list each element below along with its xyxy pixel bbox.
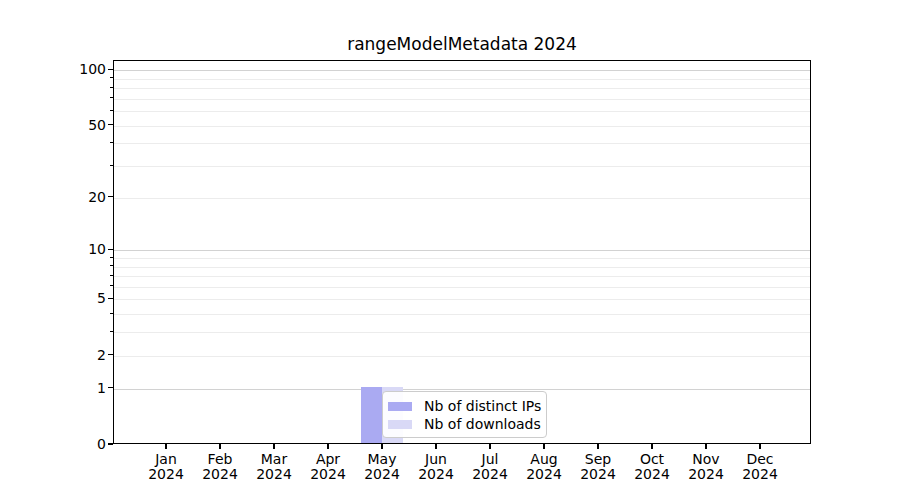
y-axis-tick bbox=[108, 124, 113, 125]
y-tick-label: 20 bbox=[0, 188, 106, 206]
x-tick-label: Jan2024 bbox=[136, 452, 196, 482]
y-axis-minor-tick bbox=[110, 97, 113, 98]
legend-swatch-downloads bbox=[388, 420, 412, 429]
x-axis-tick bbox=[273, 444, 274, 449]
y-gridline-minor bbox=[114, 299, 810, 300]
chart-title: rangeModelMetadata 2024 bbox=[113, 34, 811, 56]
y-tick-label: 1 bbox=[0, 379, 106, 397]
y-tick-label: 2 bbox=[0, 346, 106, 364]
legend-label-downloads: Nb of downloads bbox=[424, 416, 541, 432]
y-gridline-minor bbox=[114, 99, 810, 100]
y-gridline-minor bbox=[114, 287, 810, 288]
x-axis-tick bbox=[759, 444, 760, 449]
y-axis-minor-tick bbox=[110, 313, 113, 314]
bar-may-distinct-ips bbox=[361, 387, 382, 443]
x-axis-tick bbox=[489, 444, 490, 449]
x-tick-label: Aug2024 bbox=[514, 452, 574, 482]
x-tick-label: Jun2024 bbox=[406, 452, 466, 482]
y-gridline-major bbox=[114, 389, 810, 390]
legend-label-distinct-ips: Nb of distinct IPs bbox=[424, 398, 541, 414]
y-tick-label: 10 bbox=[0, 240, 106, 258]
y-axis-tick bbox=[108, 298, 113, 299]
y-gridline-minor bbox=[114, 267, 810, 268]
y-gridline-minor bbox=[114, 314, 810, 315]
y-axis-minor-tick bbox=[110, 275, 113, 276]
x-tick-label: Dec2024 bbox=[730, 452, 790, 482]
y-tick-label: 50 bbox=[0, 116, 106, 134]
y-gridline-minor bbox=[114, 143, 810, 144]
x-tick-label: Nov2024 bbox=[676, 452, 736, 482]
y-axis-tick bbox=[108, 354, 113, 355]
y-gridline-minor bbox=[114, 356, 810, 357]
y-gridline-minor bbox=[114, 88, 810, 89]
plot-area bbox=[113, 60, 811, 444]
x-tick-label: Mar2024 bbox=[244, 452, 304, 482]
x-axis-tick bbox=[381, 444, 382, 449]
legend-swatch-distinct-ips bbox=[388, 402, 412, 411]
y-axis-minor-tick bbox=[110, 331, 113, 332]
x-tick-label: Apr2024 bbox=[298, 452, 358, 482]
x-axis-tick bbox=[543, 444, 544, 449]
x-axis-tick bbox=[705, 444, 706, 449]
y-axis-minor-tick bbox=[110, 285, 113, 286]
y-axis-tick bbox=[108, 69, 113, 70]
x-tick-label: Jul2024 bbox=[460, 452, 520, 482]
y-gridline-minor bbox=[114, 166, 810, 167]
x-tick-label: Sep2024 bbox=[568, 452, 628, 482]
y-axis-minor-tick bbox=[110, 77, 113, 78]
y-tick-label: 0 bbox=[0, 435, 106, 453]
x-axis-tick bbox=[597, 444, 598, 449]
y-gridline-minor bbox=[114, 276, 810, 277]
x-axis-tick bbox=[651, 444, 652, 449]
y-axis-minor-tick bbox=[110, 110, 113, 111]
x-tick-label: Oct2024 bbox=[622, 452, 682, 482]
x-axis-tick bbox=[327, 444, 328, 449]
y-axis-minor-tick bbox=[110, 142, 113, 143]
y-gridline-minor bbox=[114, 258, 810, 259]
y-axis-tick bbox=[108, 196, 113, 197]
y-axis-tick bbox=[108, 387, 113, 388]
y-tick-label: 100 bbox=[0, 60, 106, 78]
y-gridline-minor bbox=[114, 332, 810, 333]
legend-item-distinct-ips: Nb of distinct IPs bbox=[388, 397, 540, 415]
y-gridline-minor bbox=[114, 126, 810, 127]
y-axis-minor-tick bbox=[110, 165, 113, 166]
x-tick-label: May2024 bbox=[352, 452, 412, 482]
y-gridline-major bbox=[114, 70, 810, 71]
x-tick-label: Feb2024 bbox=[190, 452, 250, 482]
y-axis-tick bbox=[108, 443, 113, 444]
x-axis-tick bbox=[219, 444, 220, 449]
y-tick-label: 5 bbox=[0, 289, 106, 307]
legend: Nb of distinct IPs Nb of downloads bbox=[382, 391, 547, 438]
y-axis-minor-tick bbox=[110, 257, 113, 258]
y-gridline-minor bbox=[114, 111, 810, 112]
chart-figure: rangeModelMetadata 2024 0 1 2 5 10 20 50 100 Jan… bbox=[0, 0, 900, 500]
x-axis-tick bbox=[165, 444, 166, 449]
x-axis-tick bbox=[435, 444, 436, 449]
legend-item-downloads: Nb of downloads bbox=[388, 415, 540, 433]
y-axis-tick bbox=[108, 249, 113, 250]
y-gridline-major bbox=[114, 250, 810, 251]
y-axis-minor-tick bbox=[110, 265, 113, 266]
y-gridline-minor bbox=[114, 198, 810, 199]
y-axis-minor-tick bbox=[110, 87, 113, 88]
y-gridline-minor bbox=[114, 79, 810, 80]
